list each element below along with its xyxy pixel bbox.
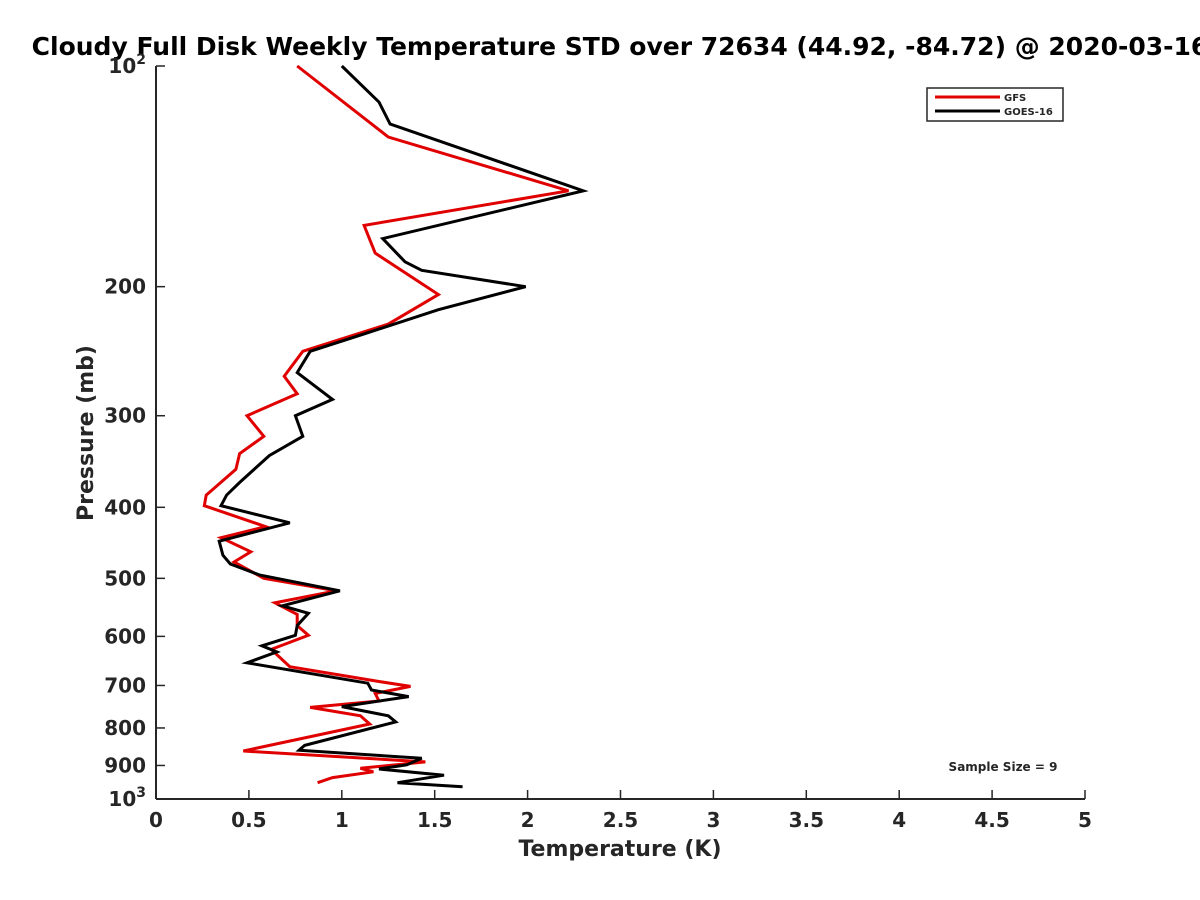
x-axis-label: Temperature (K) bbox=[518, 837, 721, 862]
y-tick-label: 102 bbox=[108, 52, 146, 78]
legend: GFS GOES-16 bbox=[926, 87, 1064, 122]
x-tick-label: 2 bbox=[521, 808, 535, 832]
y-tick-label: 300 bbox=[104, 404, 146, 428]
y-tick-label: 800 bbox=[104, 716, 146, 740]
sample-size-annotation: Sample Size = 9 bbox=[949, 760, 1058, 774]
x-tick-label: 4.5 bbox=[974, 808, 1009, 832]
y-tick-exponent: 2 bbox=[136, 52, 146, 68]
x-tick-label: 2.5 bbox=[603, 808, 638, 832]
series-line-gfs bbox=[202, 64, 569, 785]
series-lines bbox=[202, 64, 589, 789]
legend-label-goes16: GOES-16 bbox=[1004, 107, 1053, 118]
y-tick-label: 103 bbox=[108, 785, 146, 811]
y-tick-label: 600 bbox=[104, 624, 146, 648]
y-tick-label: 400 bbox=[104, 495, 146, 519]
x-tick-label: 1 bbox=[335, 808, 349, 832]
chart-title: Cloudy Full Disk Weekly Temperature STD … bbox=[32, 32, 1200, 61]
y-tick-label: 200 bbox=[104, 275, 146, 299]
x-tick-label: 3 bbox=[706, 808, 720, 832]
x-tick-label: 4 bbox=[892, 808, 906, 832]
x-tick-label: 0 bbox=[149, 808, 163, 832]
y-tick-base: 10 bbox=[108, 787, 136, 811]
y-tick-label: 700 bbox=[104, 673, 146, 697]
x-ticks: 0 0.5 1 1.5 2 2.5 3 3.5 4 4.5 5 bbox=[149, 790, 1092, 832]
x-tick-label: 1.5 bbox=[417, 808, 452, 832]
x-tick-label: 5 bbox=[1078, 808, 1092, 832]
series-line-goes16 bbox=[217, 64, 589, 789]
y-axis-label: Pressure (mb) bbox=[74, 345, 99, 521]
y-tick-label: 500 bbox=[104, 566, 146, 590]
y-tick-exponent: 3 bbox=[136, 785, 146, 801]
x-tick-label: 3.5 bbox=[789, 808, 824, 832]
legend-label-gfs: GFS bbox=[1004, 93, 1026, 104]
y-tick-base: 10 bbox=[108, 54, 136, 78]
x-tick-label: 0.5 bbox=[231, 808, 266, 832]
legend-box bbox=[926, 87, 1064, 122]
plot-area: 0 0.5 1 1.5 2 2.5 3 3.5 4 4.5 5 102200300400500600… bbox=[104, 52, 1092, 832]
y-tick-label: 900 bbox=[104, 753, 146, 777]
